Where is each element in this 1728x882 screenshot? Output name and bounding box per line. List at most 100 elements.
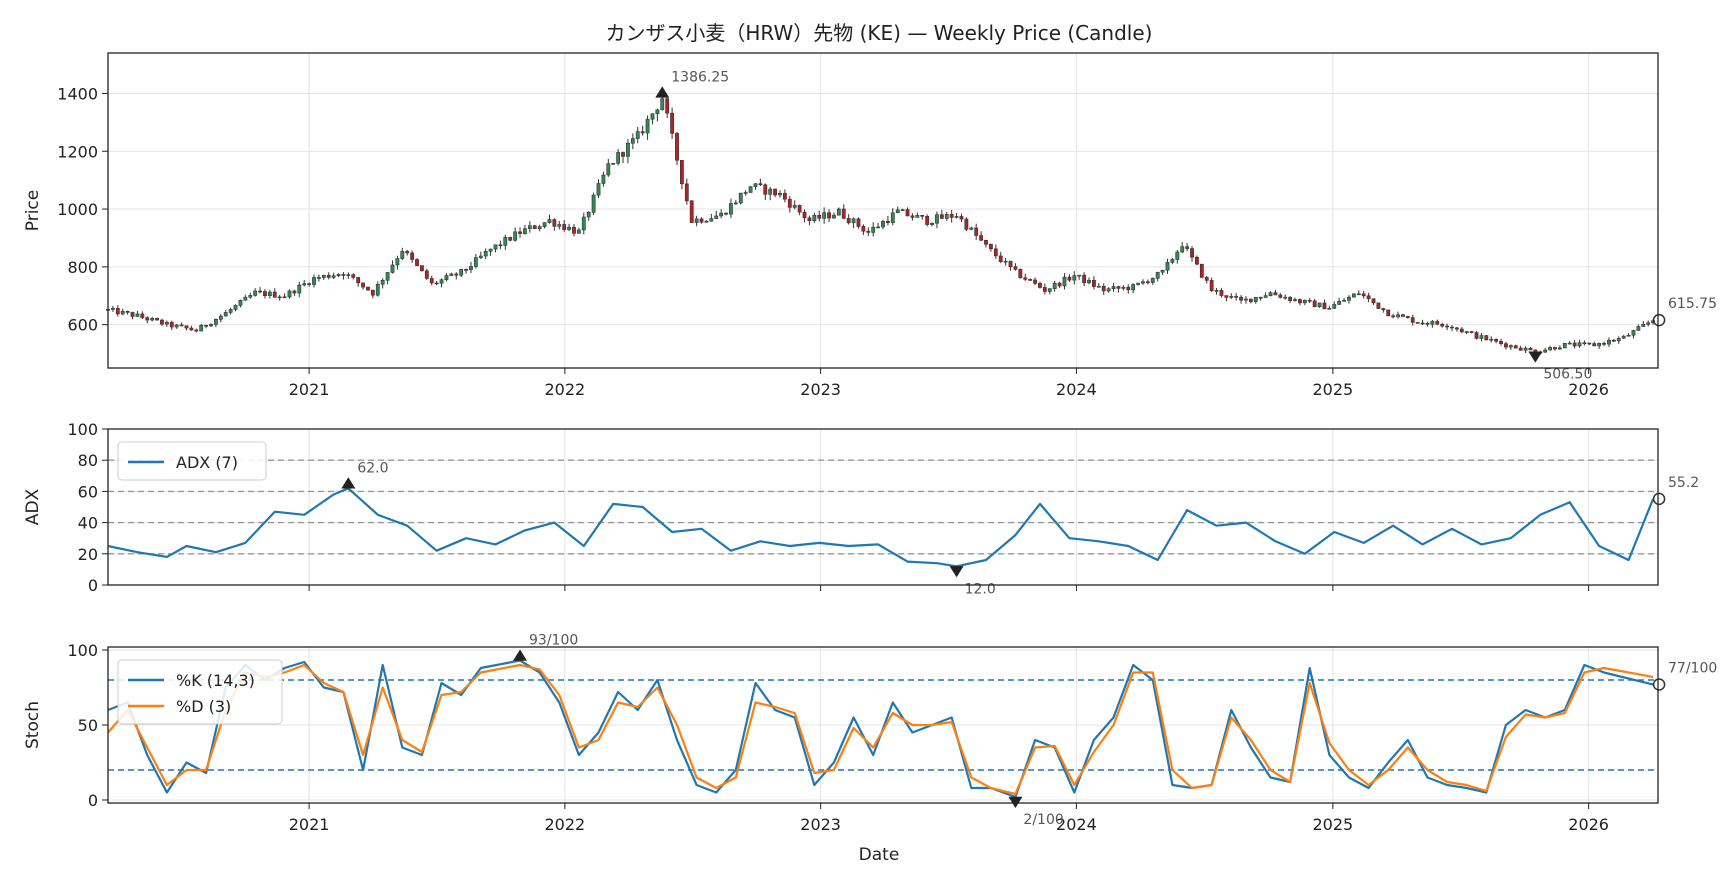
candle-body-188 — [1028, 279, 1033, 281]
candle-body-18 — [194, 329, 199, 332]
candle-body-297 — [1562, 342, 1567, 349]
adx-y-tick-label-60: 60 — [78, 482, 98, 501]
candle-body-113 — [660, 98, 665, 111]
x-axis-title: Date — [859, 845, 900, 865]
candle-body-29 — [248, 295, 253, 298]
candle-body-38 — [292, 290, 297, 294]
candle-body-164 — [910, 215, 915, 218]
candle-body-232 — [1244, 298, 1248, 301]
candle-body-92 — [557, 224, 562, 227]
candle-body-137 — [778, 192, 782, 196]
candle-body-187 — [1023, 277, 1028, 280]
candle-body-109 — [640, 131, 645, 134]
candle-body-249 — [1327, 308, 1332, 310]
candle-body-179 — [984, 240, 988, 245]
candle-body-182 — [998, 255, 1003, 262]
candle-body-215 — [1160, 269, 1165, 273]
candle-body-104 — [616, 152, 621, 164]
candle-body-135 — [768, 188, 773, 195]
candle-body-77 — [483, 250, 488, 257]
candle-body-284 — [1499, 341, 1503, 344]
price-plot-frame — [107, 52, 1659, 369]
candle-body-78 — [488, 248, 493, 252]
candle-body-141 — [797, 205, 802, 213]
candle-body-280 — [1479, 335, 1484, 339]
candle-body-2 — [115, 308, 120, 315]
candle-body-303 — [1592, 343, 1597, 347]
candle-body-195 — [1062, 276, 1067, 287]
candle-body-216 — [1165, 262, 1170, 271]
candle-body-191 — [1042, 287, 1047, 292]
candle-body-87 — [532, 225, 537, 229]
candle-body-190 — [1038, 283, 1042, 288]
candle-body-42 — [312, 277, 316, 285]
candle-body-126 — [724, 212, 728, 215]
candle-body-12 — [164, 321, 169, 325]
candle-body-172 — [949, 214, 954, 218]
candle-body-93 — [562, 224, 567, 230]
stoch-legend-label-1: %D (3) — [176, 697, 231, 716]
candle-body-296 — [1557, 347, 1562, 350]
candle-body-295 — [1553, 347, 1557, 350]
candle-body-117 — [679, 159, 684, 185]
candle-body-193 — [1052, 282, 1057, 289]
candle-body-149 — [836, 208, 841, 216]
candle-body-248 — [1322, 302, 1327, 310]
candle-body-88 — [537, 226, 542, 229]
candle-body-287 — [1513, 345, 1518, 349]
candle-body-152 — [851, 218, 856, 224]
candle-body-16 — [184, 325, 189, 329]
candle-body-288 — [1518, 347, 1523, 351]
candle-body-278 — [1469, 331, 1474, 333]
candle-body-304 — [1597, 343, 1602, 347]
candle-body-173 — [954, 216, 959, 218]
candle-body-218 — [1175, 251, 1180, 260]
candle-body-9 — [150, 318, 155, 321]
candle-body-245 — [1307, 299, 1312, 302]
candle-body-214 — [1155, 271, 1160, 279]
candle-body-197 — [1072, 275, 1077, 281]
candle-body-299 — [1572, 342, 1577, 347]
candle-body-97 — [581, 216, 586, 231]
candle-body-83 — [513, 231, 518, 241]
candle-body-69 — [444, 275, 449, 281]
candle-body-196 — [1067, 276, 1072, 281]
candle-body-136 — [773, 188, 777, 196]
candle-body-279 — [1474, 332, 1479, 339]
candle-body-241 — [1288, 296, 1293, 301]
candle-body-91 — [552, 219, 557, 227]
candle-body-255 — [1356, 293, 1361, 296]
candle-body-258 — [1371, 298, 1376, 304]
candle-body-61 — [405, 251, 410, 254]
candle-body-170 — [939, 214, 944, 219]
candle-body-30 — [253, 290, 258, 296]
candle-body-231 — [1239, 296, 1243, 301]
candle-body-263 — [1396, 314, 1400, 318]
stoch-series-line-0 — [107, 659, 1654, 799]
stoch-x-tick-label-2025: 2025 — [1313, 815, 1354, 834]
candle-body-54 — [370, 289, 375, 296]
candle-body-11 — [160, 319, 164, 325]
stoch-y-tick-label-0: 0 — [88, 791, 98, 810]
candle-body-225 — [1209, 280, 1214, 292]
candle-body-62 — [410, 252, 415, 260]
candle-body-244 — [1302, 299, 1307, 304]
candle-body-45 — [326, 274, 331, 278]
candle-body-233 — [1248, 298, 1253, 302]
candle-body-308 — [1616, 337, 1621, 342]
candle-body-103 — [611, 163, 616, 165]
candle-body-65 — [424, 270, 429, 279]
candle-body-235 — [1258, 296, 1263, 299]
candle-body-186 — [1018, 268, 1023, 279]
candle-body-183 — [1003, 260, 1008, 263]
stoch-last-label: 77/100 — [1668, 661, 1717, 677]
candle-body-112 — [655, 109, 660, 114]
candle-body-110 — [645, 118, 650, 134]
candle-body-313 — [1641, 323, 1646, 327]
candle-body-239 — [1278, 294, 1283, 298]
price-x-tick-label-2023: 2023 — [800, 380, 841, 399]
candle-body-147 — [827, 212, 831, 219]
candle-body-154 — [861, 226, 866, 232]
candle-body-34 — [272, 291, 277, 298]
stoch-legend-box — [117, 659, 283, 725]
